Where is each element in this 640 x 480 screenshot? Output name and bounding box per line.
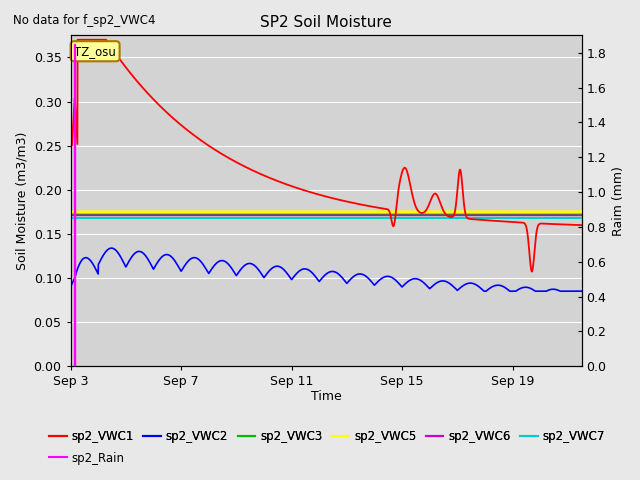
Polygon shape <box>74 44 75 366</box>
Legend: sp2_VWC1, sp2_VWC2, sp2_VWC3, sp2_VWC5, sp2_VWC6, sp2_VWC7: sp2_VWC1, sp2_VWC2, sp2_VWC3, sp2_VWC5, … <box>44 425 609 448</box>
Text: TZ_osu: TZ_osu <box>74 45 116 58</box>
Legend: sp2_Rain: sp2_Rain <box>44 447 129 469</box>
Text: No data for f_sp2_VWC4: No data for f_sp2_VWC4 <box>13 14 156 27</box>
X-axis label: Time: Time <box>310 390 342 403</box>
Y-axis label: Soil Moisture (m3/m3): Soil Moisture (m3/m3) <box>15 132 28 270</box>
Title: SP2 Soil Moisture: SP2 Soil Moisture <box>260 15 392 30</box>
Y-axis label: Raim (mm): Raim (mm) <box>612 166 625 236</box>
